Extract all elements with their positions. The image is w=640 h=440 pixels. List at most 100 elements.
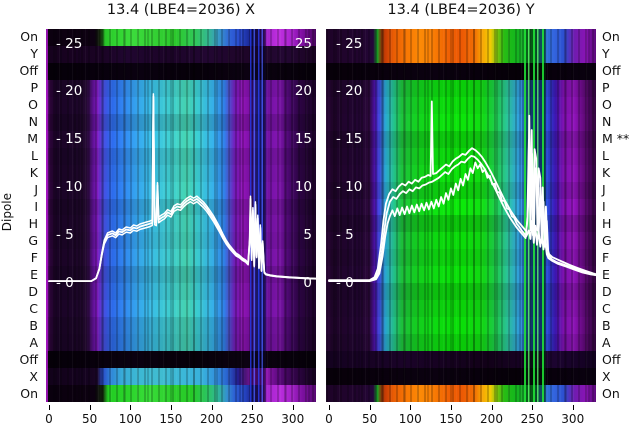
row-label-right-l: L (602, 148, 609, 164)
profile-curves (48, 93, 316, 282)
value-tick-left: - 10 (56, 178, 83, 195)
profile-curve (48, 93, 316, 282)
row-label-right-o: O (602, 97, 612, 113)
row-label-left-i: I (34, 199, 38, 215)
heatmap-row-m (46, 130, 316, 148)
profile-curve (328, 161, 596, 282)
heatmap-row-e (46, 266, 316, 284)
row-label-right-off: Off (602, 63, 621, 79)
heatmap-panel-y: - 25 - 20 - 15 - 10 - 5 - 0 (326, 29, 596, 402)
x-tick-label: 300 (281, 412, 305, 426)
row-label-right-on: On (602, 385, 620, 401)
x-tick-label: 300 (561, 412, 585, 426)
row-label-left-j: J (34, 182, 38, 198)
row-label-left-p: P (30, 80, 38, 96)
row-label-left-g: G (28, 232, 38, 248)
value-tick-left: - 25 (56, 35, 83, 52)
row-label-right-y: Y (602, 46, 610, 62)
x-tick (329, 405, 330, 410)
value-tick-right: 5 (303, 226, 312, 243)
x-tick-label: 100 (118, 412, 142, 426)
row-label-right-on: On (602, 29, 620, 45)
row-label-right-off: Off (602, 351, 621, 367)
row-label-left-on: On (20, 29, 38, 45)
row-label-right-c: C (602, 300, 611, 316)
row-label-right-i: I (602, 199, 606, 215)
profile-curves (328, 100, 596, 282)
x-tick (450, 405, 452, 410)
x-tick-label: 150 (439, 412, 463, 426)
x-tick (49, 405, 50, 410)
row-label-left-c: C (29, 300, 38, 316)
value-tick-left: - 0 (56, 274, 74, 291)
heatmap-row-off (46, 351, 316, 369)
x-tick (170, 405, 172, 410)
x-tick-label: 100 (398, 412, 422, 426)
x-tick (252, 405, 254, 410)
row-label-left-h: H (28, 215, 38, 231)
value-tick-right: 20 (294, 83, 312, 100)
edge-stripe (46, 29, 48, 402)
row-label-right-b: B (602, 317, 611, 333)
row-labels-left: On Y Off P O N M L K J I H G F E D C B A Off X On (0, 0, 42, 440)
row-label-left-b: B (29, 317, 38, 333)
row-label-left-f: F (30, 249, 38, 265)
heatmap-row-y (46, 45, 316, 63)
x-tick (211, 405, 213, 410)
value-tick-left: - 5 (56, 226, 74, 243)
x-tick-label: 0 (325, 412, 333, 426)
row-labels-right: On Y Off P O N M ** L K J I H G F E D C B A Off X On (600, 0, 640, 440)
row-label-right-k: K (602, 165, 611, 181)
row-label-right-f: F (602, 249, 610, 265)
heatmap-row-n (46, 113, 316, 131)
value-tick-left: - 20 (336, 83, 363, 100)
x-tick (292, 405, 294, 410)
x-tick (491, 405, 493, 410)
value-tick-right: 25 (294, 35, 312, 52)
value-tick-left: - 0 (336, 274, 354, 291)
x-tick-label: 50 (361, 412, 378, 426)
x-tick-label: 50 (81, 412, 98, 426)
x-tick-label: 250 (520, 412, 544, 426)
x-tick-label: 150 (159, 412, 183, 426)
row-label-right-n: N (602, 114, 612, 130)
row-label-right-j: J (602, 182, 606, 198)
heatmap-row-p (46, 79, 316, 97)
heatmap-row-c (46, 300, 316, 318)
row-label-left-y: Y (30, 46, 38, 62)
x-tick-label: 0 (45, 412, 53, 426)
panel-title-x: 13.4 (LBE4=2036) X (106, 2, 256, 18)
x-tick (410, 405, 412, 410)
row-label-left-o: O (28, 97, 38, 113)
x-tick (532, 405, 534, 410)
value-tick-left: - 25 (336, 35, 363, 52)
heatmap-row-k (46, 164, 316, 182)
value-tick-right: 10 (294, 178, 312, 195)
row-label-right-p: P (602, 80, 610, 96)
value-tick-right: 0 (303, 274, 312, 291)
heatmap-row-on (46, 29, 316, 46)
heatmap-row-l (46, 147, 316, 165)
x-tick (130, 405, 132, 410)
row-label-left-e: E (30, 266, 38, 282)
heatmap-rows (46, 29, 316, 402)
heatmap-row-d (46, 283, 316, 301)
heatmap-row-o (46, 96, 316, 114)
row-label-left-on: On (20, 385, 38, 401)
x-tick-label: 250 (240, 412, 264, 426)
heatmap-row-a (46, 334, 316, 352)
heatmap-row-off (46, 62, 316, 80)
row-label-left-off: Off (19, 351, 38, 367)
row-label-right-e: E (602, 266, 610, 282)
panel-title-y: 13.4 (LBE4=2036) Y (387, 2, 535, 18)
x-tick-label: 200 (200, 412, 223, 426)
row-label-left-n: N (28, 114, 38, 130)
row-label-right-g: G (602, 232, 612, 248)
heatmap-row-x (46, 368, 316, 386)
row-label-left-l: L (31, 148, 38, 164)
x-tick (369, 405, 371, 410)
value-tick-left: - 15 (336, 131, 363, 148)
x-tick-label: 200 (480, 412, 503, 426)
row-label-left-x: X (29, 368, 38, 384)
